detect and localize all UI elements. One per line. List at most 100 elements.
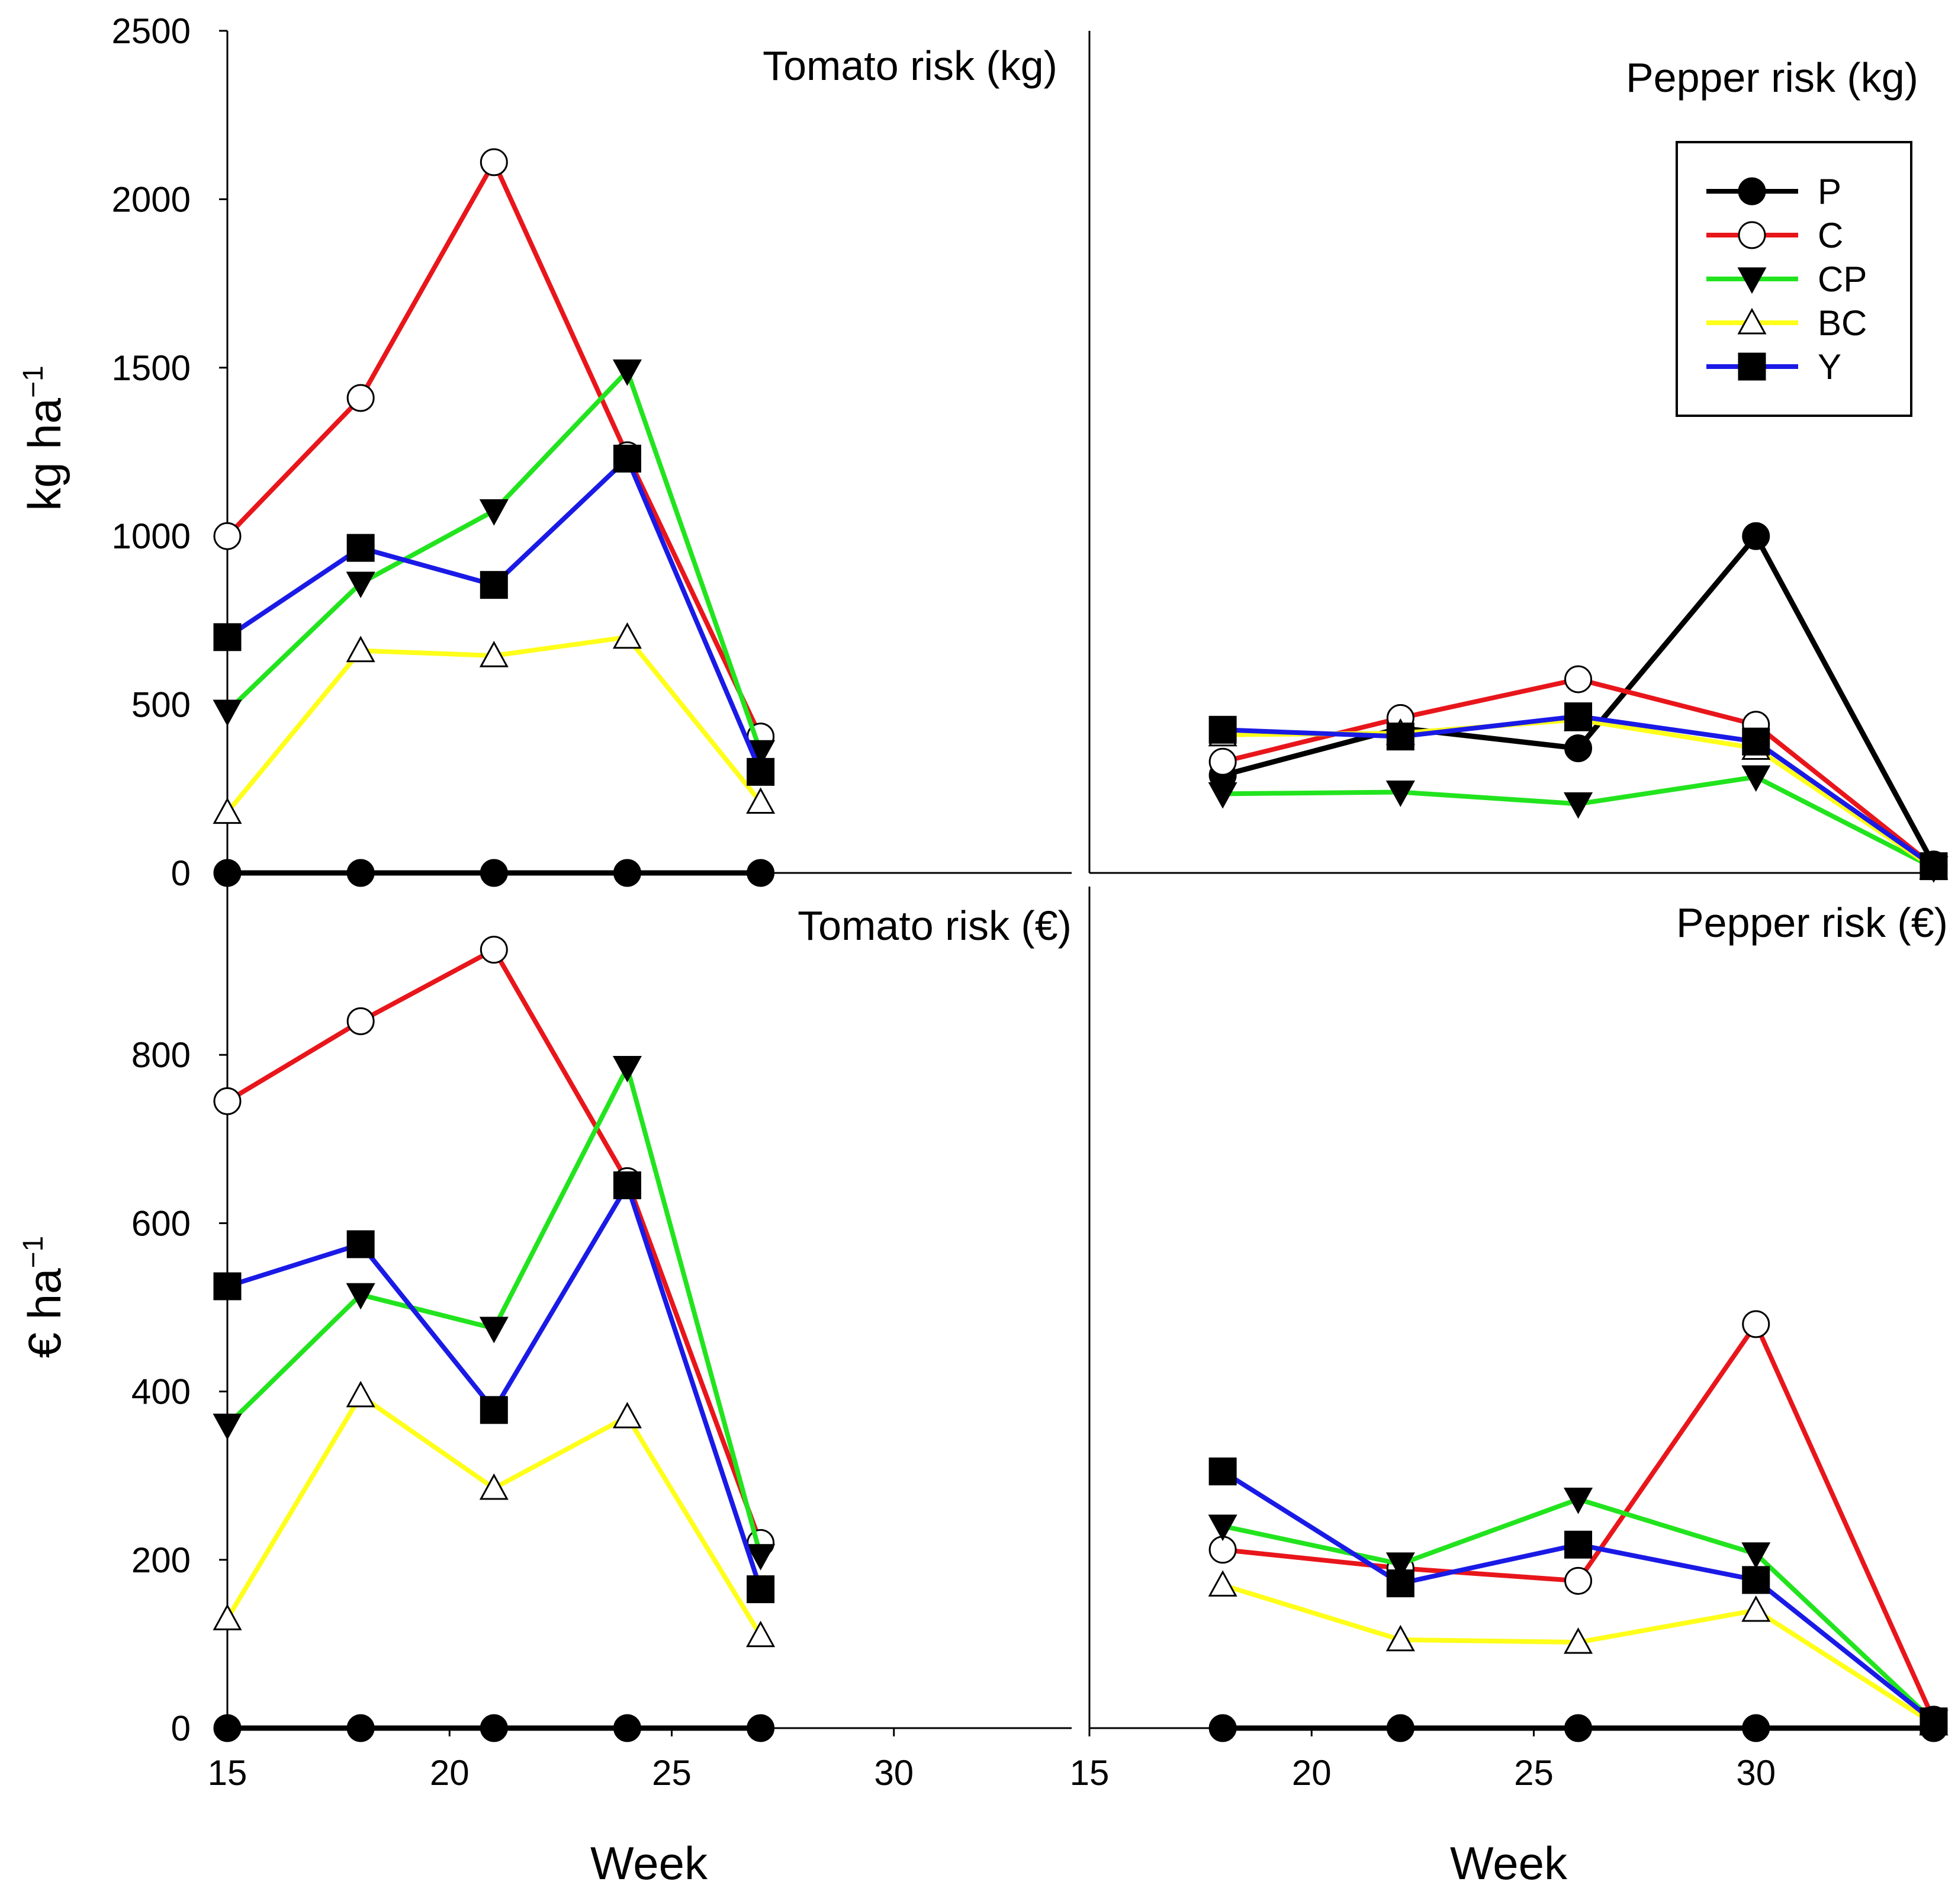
legend-marker-Y bbox=[1738, 352, 1766, 381]
x-axis-title-right: Week bbox=[1450, 1837, 1568, 1889]
x-tick-label: 15 bbox=[208, 1753, 247, 1793]
data-point-P bbox=[346, 1714, 375, 1742]
data-point-Y bbox=[480, 571, 508, 599]
series-Y bbox=[1208, 702, 1948, 881]
data-point-P bbox=[1564, 1714, 1593, 1742]
legend-entry-BC: BC bbox=[1706, 303, 1867, 343]
series-Y bbox=[213, 444, 775, 786]
series-C bbox=[213, 936, 775, 1557]
data-point-P bbox=[613, 859, 641, 887]
y-tick-label: 2000 bbox=[112, 179, 191, 219]
y-axis-title-bottom-sup: −1 bbox=[18, 1236, 49, 1269]
data-point-CP bbox=[1208, 1514, 1237, 1542]
legend-marker-CP bbox=[1737, 267, 1767, 294]
y-tick-label: 400 bbox=[131, 1372, 191, 1412]
data-point-Y bbox=[346, 1230, 375, 1258]
y-tick-label: 500 bbox=[131, 685, 191, 725]
data-point-Y bbox=[480, 1396, 508, 1424]
data-point-BC bbox=[746, 1620, 776, 1648]
data-point-CP bbox=[479, 499, 509, 526]
data-point-BC bbox=[213, 1604, 242, 1630]
data-point-P bbox=[1564, 734, 1593, 763]
data-point-BC bbox=[612, 1402, 642, 1428]
data-point-Y bbox=[1742, 1566, 1770, 1594]
x-tick-label: 20 bbox=[430, 1753, 470, 1793]
data-point-Y bbox=[213, 1272, 242, 1301]
legend-label: C bbox=[1818, 216, 1843, 255]
series-line-BC bbox=[225, 1393, 763, 1637]
data-point-C bbox=[213, 1087, 242, 1115]
legend-label: P bbox=[1818, 172, 1841, 211]
y-tick-label: 0 bbox=[171, 1709, 191, 1748]
data-point-CP bbox=[213, 699, 242, 727]
data-point-CP bbox=[746, 1544, 776, 1571]
y-tick-label: 800 bbox=[131, 1035, 191, 1075]
data-point-Y bbox=[613, 444, 641, 473]
y-tick-label: 2500 bbox=[112, 11, 191, 51]
data-point-C bbox=[213, 522, 242, 550]
data-point-C bbox=[346, 1007, 375, 1035]
data-point-CP bbox=[1564, 792, 1593, 819]
series-line-CP bbox=[226, 368, 763, 753]
panel-bottom-left: 0 200 400 600 800 15 20 25 30 Tomato risk (€) bbox=[131, 887, 1072, 1793]
y-tick-label: 1500 bbox=[112, 348, 191, 388]
series-Y bbox=[213, 1171, 775, 1604]
data-point-BC bbox=[612, 622, 642, 649]
data-point-P bbox=[213, 1714, 242, 1742]
data-point-CP bbox=[1208, 782, 1237, 809]
y-axis-title-top-sup: −1 bbox=[18, 365, 49, 398]
series-BC bbox=[213, 622, 776, 824]
series-BC bbox=[1208, 1570, 1949, 1736]
x-tick-label: 25 bbox=[1514, 1753, 1554, 1793]
series-C bbox=[1208, 665, 1948, 881]
data-point-Y bbox=[747, 757, 775, 786]
data-point-P bbox=[1742, 522, 1770, 550]
data-point-Y bbox=[1564, 702, 1593, 731]
data-point-Y bbox=[346, 534, 375, 562]
data-point-P bbox=[346, 859, 375, 887]
data-point-BC bbox=[1741, 1595, 1771, 1622]
data-point-CP bbox=[1741, 1542, 1771, 1569]
data-point-Y bbox=[747, 1575, 775, 1604]
series-P bbox=[1208, 522, 1948, 879]
data-point-Y bbox=[1742, 727, 1770, 756]
series-line-C bbox=[226, 947, 763, 1544]
data-point-BC bbox=[213, 797, 242, 824]
data-point-CP bbox=[346, 1283, 375, 1310]
data-point-C bbox=[1742, 1310, 1770, 1338]
data-point-P bbox=[480, 1714, 508, 1742]
y-axis-title-bottom: € ha−1 bbox=[18, 1236, 70, 1359]
series-CP bbox=[213, 1056, 776, 1571]
data-point-BC bbox=[479, 1473, 509, 1500]
data-point-CP bbox=[1385, 1552, 1415, 1579]
y-tick-label: 1000 bbox=[112, 516, 191, 556]
data-point-C bbox=[480, 936, 508, 964]
data-point-C bbox=[1564, 665, 1593, 693]
data-point-Y bbox=[1920, 1707, 1948, 1736]
legend-marker-P bbox=[1738, 177, 1766, 206]
data-point-P bbox=[1386, 1714, 1414, 1742]
data-point-P bbox=[480, 859, 508, 887]
data-point-P bbox=[1208, 1714, 1237, 1742]
legend-marker-C bbox=[1738, 221, 1766, 249]
data-point-CP bbox=[1741, 765, 1771, 792]
legend-entry-Y: Y bbox=[1706, 347, 1841, 387]
data-point-CP bbox=[612, 1056, 642, 1083]
series-CP bbox=[213, 359, 776, 767]
data-point-CP bbox=[1564, 1487, 1593, 1514]
series-CP bbox=[1208, 1487, 1949, 1736]
data-point-Y bbox=[613, 1171, 641, 1199]
data-point-C bbox=[1564, 1566, 1593, 1595]
series-P bbox=[213, 1714, 775, 1742]
series-line-Y bbox=[226, 1183, 763, 1590]
y-tick-label: 600 bbox=[131, 1203, 191, 1243]
panel-title: Pepper risk (kg) bbox=[1626, 54, 1918, 101]
legend-label: CP bbox=[1818, 259, 1867, 299]
series-C bbox=[213, 148, 775, 751]
data-point-P bbox=[213, 859, 242, 887]
panel-top-right: Pepper risk (kg) bbox=[1088, 31, 1949, 883]
data-point-BC bbox=[346, 1380, 375, 1408]
